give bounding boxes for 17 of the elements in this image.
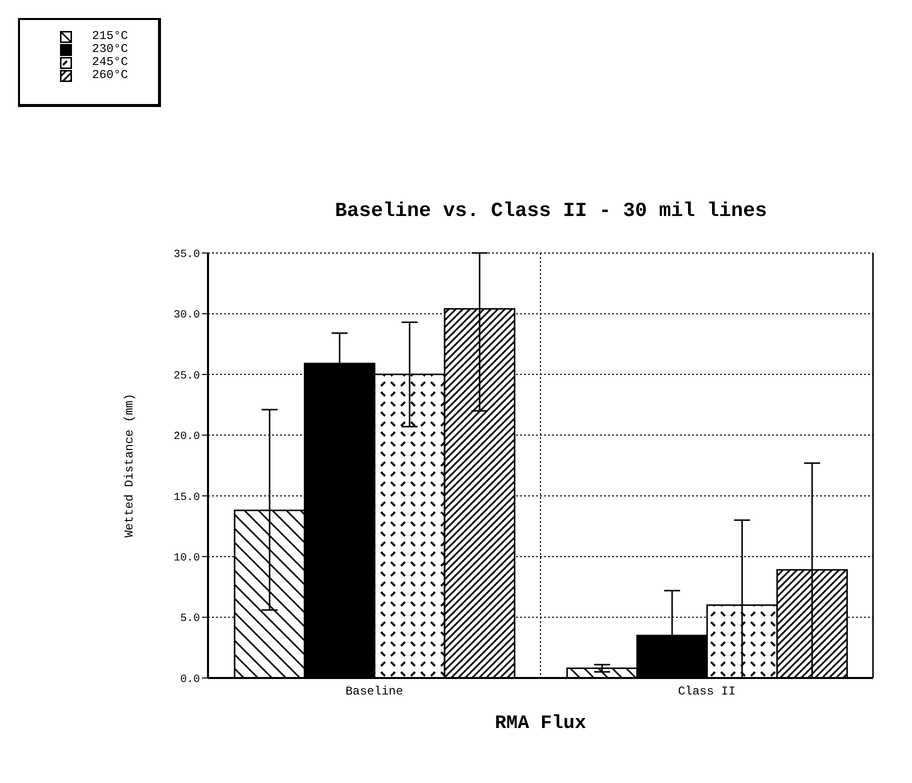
y-tick-label: 0.0: [180, 674, 200, 686]
y-tick-label: 15.0: [174, 492, 200, 504]
legend-label: 230°C: [92, 42, 128, 56]
y-axis-title: Wetted Distance (mm): [122, 393, 136, 538]
y-tick-label: 35.0: [174, 248, 200, 261]
legend-label: 245°C: [92, 55, 128, 69]
chart-title: Baseline vs. Class II - 30 mil lines: [334, 200, 768, 223]
y-tick-label: 10.0: [174, 552, 200, 564]
x-tick-label: Class II: [678, 684, 736, 699]
legend-label: 215°C: [92, 29, 128, 43]
legend-label: 260°C: [92, 68, 128, 82]
y-tick-label: 5.0: [180, 613, 200, 626]
y-tick-label: 30.0: [174, 310, 200, 322]
x-axis-title: RMA Flux: [494, 712, 586, 734]
y-tick-label: 25.0: [174, 370, 200, 382]
x-tick-label: Baseline: [345, 684, 404, 699]
y-tick-label: 20.0: [174, 431, 200, 444]
